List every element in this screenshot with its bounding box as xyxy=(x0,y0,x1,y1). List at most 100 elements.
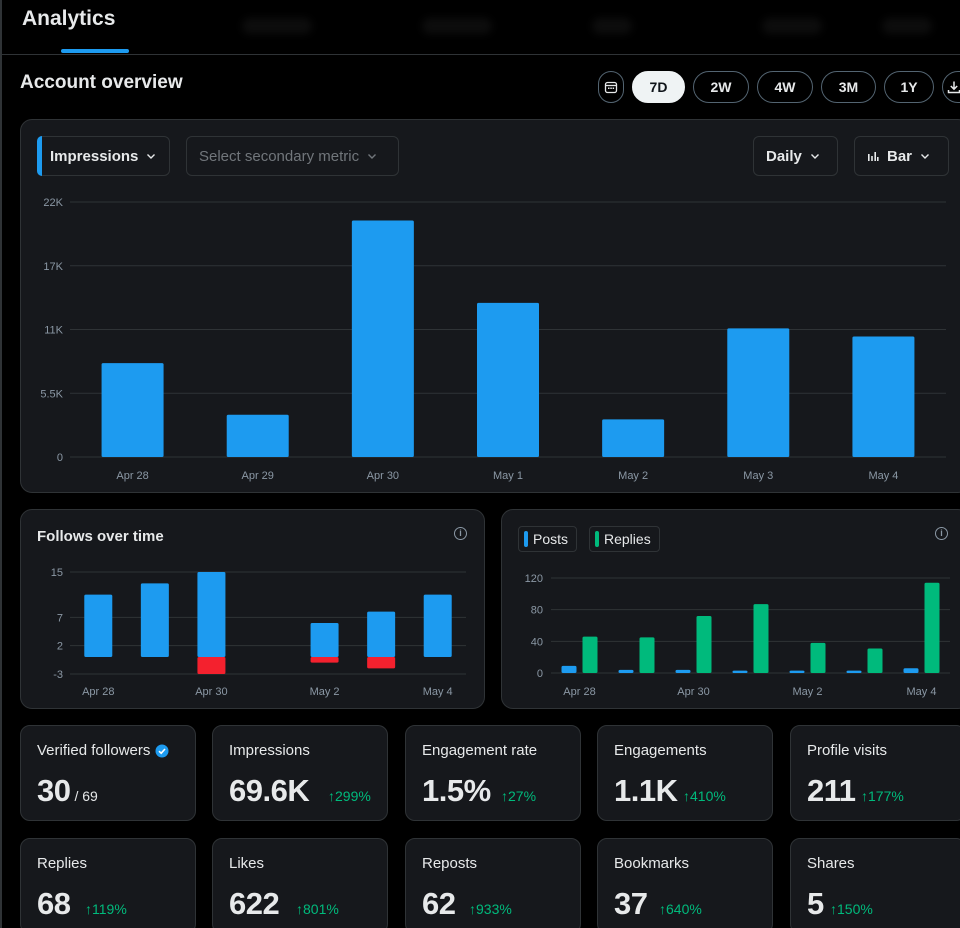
stat-delta: ↑150% xyxy=(830,901,873,917)
granularity-select[interactable]: Daily xyxy=(753,136,838,176)
primary-metric-select[interactable]: Impressions xyxy=(37,136,170,176)
chevron-down-icon xyxy=(147,154,156,159)
stat-delta-value: 933% xyxy=(476,901,512,917)
info-icon[interactable]: i xyxy=(935,527,948,540)
follows-bar-chart: -3 2 7 15 Apr 28 Apr 30 May 2 May 4 xyxy=(51,567,466,698)
y-tick-label: 17K xyxy=(43,261,63,273)
stat-reposts[interactable]: Reposts 62 ↑933% xyxy=(405,838,581,928)
x-tick-label: May 1 xyxy=(493,470,523,482)
range-2w-button[interactable]: 2W xyxy=(693,71,749,103)
verified-badge-icon xyxy=(155,744,169,757)
calendar-icon xyxy=(604,81,618,94)
arrow-up-icon: ↑ xyxy=(501,788,508,804)
info-icon[interactable]: i xyxy=(454,527,467,540)
stat-shares[interactable]: Shares 5 ↑150% xyxy=(790,838,960,928)
calendar-button[interactable] xyxy=(598,71,624,103)
secondary-metric-select[interactable]: Select secondary metric xyxy=(186,136,399,176)
x-tick-label: May 2 xyxy=(310,686,340,698)
x-tick-label: May 4 xyxy=(907,686,937,698)
range-4w-button[interactable]: 4W xyxy=(757,71,813,103)
stat-replies[interactable]: Replies 68 ↑119% xyxy=(20,838,196,928)
arrow-up-icon: ↑ xyxy=(830,901,837,917)
blurred-tab[interactable] xyxy=(242,18,312,34)
blurred-tab[interactable] xyxy=(762,18,822,34)
chart-bar xyxy=(101,363,164,457)
x-tick-label: May 4 xyxy=(868,470,898,482)
chart-bar xyxy=(84,594,113,657)
stat-delta-value: 801% xyxy=(303,901,339,917)
chart-bar xyxy=(903,668,919,673)
chart-bar xyxy=(197,572,226,657)
page-title: Analytics xyxy=(22,7,116,30)
x-tick-label: Apr 28 xyxy=(563,686,595,698)
download-icon xyxy=(947,81,960,94)
stat-label-wrap: Verified followers xyxy=(37,742,169,759)
stat-value-wrap: 30/ 69 xyxy=(37,773,98,809)
stat-delta: ↑801% xyxy=(296,901,339,917)
blurred-tab[interactable] xyxy=(592,18,632,34)
stat-likes[interactable]: Likes 622 ↑801% xyxy=(212,838,388,928)
stat-value: 211 xyxy=(807,773,856,808)
chart-bar xyxy=(618,669,634,673)
chart-type-select[interactable]: Bar xyxy=(854,136,949,176)
chart-bar xyxy=(477,302,539,457)
y-tick-label: 120 xyxy=(525,573,543,585)
chart-bar xyxy=(367,611,396,657)
y-tick-label: 80 xyxy=(531,605,543,617)
stat-bookmarks[interactable]: Bookmarks 37 ↑640% xyxy=(597,838,773,928)
stat-label: Likes xyxy=(229,855,265,872)
stat-impressions[interactable]: Impressions 69.6K ↑299% xyxy=(212,725,388,821)
stat-delta-value: 640% xyxy=(666,901,702,917)
blurred-tab[interactable] xyxy=(422,18,492,34)
y-tick-label: 0 xyxy=(57,452,63,464)
chart-bar xyxy=(351,220,414,457)
chart-bar xyxy=(423,594,452,657)
chart-bar xyxy=(867,648,883,673)
stat-engagement-rate[interactable]: Engagement rate 1.5% ↑27% xyxy=(405,725,581,821)
stat-delta: ↑410% xyxy=(683,788,726,804)
arrow-up-icon: ↑ xyxy=(683,788,690,804)
granularity-label: Daily xyxy=(766,147,802,165)
arrow-up-icon: ↑ xyxy=(328,788,335,804)
metric-color-indicator xyxy=(37,136,42,176)
chart-bar xyxy=(226,414,289,457)
stat-engagements[interactable]: Engagements 1.1K ↑410% xyxy=(597,725,773,821)
stat-delta: ↑299% xyxy=(328,788,371,804)
stat-label: Profile visits xyxy=(807,742,888,759)
chart-bar xyxy=(732,670,748,673)
y-tick-label: 11K xyxy=(44,325,63,337)
x-tick-label: Apr 28 xyxy=(116,470,148,482)
legend-posts[interactable]: Posts xyxy=(518,526,578,552)
y-tick-label: 5.5K xyxy=(40,388,63,400)
chevron-down-icon xyxy=(368,154,377,159)
y-tick-label: 0 xyxy=(537,668,543,680)
stat-label: Bookmarks xyxy=(614,855,690,872)
stat-value: 1.1K xyxy=(614,773,678,808)
blurred-tab[interactable] xyxy=(882,18,932,34)
range-7d-button[interactable]: 7D xyxy=(632,71,685,103)
stat-delta-value: 150% xyxy=(837,901,873,917)
stat-value: 1.5% xyxy=(422,773,491,808)
stat-value: 622 xyxy=(229,886,280,921)
legend-swatch-replies xyxy=(595,531,599,547)
chart-bar xyxy=(367,657,396,669)
top-bar: Analytics xyxy=(0,0,960,55)
legend-replies[interactable]: Replies xyxy=(589,526,660,552)
chart-bar xyxy=(197,657,226,674)
stat-profile-visits[interactable]: Profile visits 211 ↑177% xyxy=(790,725,960,821)
range-1y-button[interactable]: 1Y xyxy=(884,71,934,103)
stat-value: 30 xyxy=(37,773,71,808)
y-tick-label: 40 xyxy=(531,636,543,648)
stat-label: Impressions xyxy=(229,742,310,759)
range-3m-button[interactable]: 3M xyxy=(821,71,876,103)
stat-total: / 69 xyxy=(74,788,98,804)
x-tick-label: Apr 28 xyxy=(82,686,114,698)
legend-posts-label: Posts xyxy=(533,531,569,547)
stat-label: Reposts xyxy=(422,855,478,872)
stat-label: Verified followers xyxy=(37,742,151,759)
stat-verified-followers[interactable]: Verified followers 30/ 69 xyxy=(20,725,196,821)
download-button[interactable] xyxy=(942,71,960,103)
arrow-up-icon: ↑ xyxy=(861,788,868,804)
arrow-up-icon: ↑ xyxy=(85,901,92,917)
arrow-up-icon: ↑ xyxy=(659,901,666,917)
